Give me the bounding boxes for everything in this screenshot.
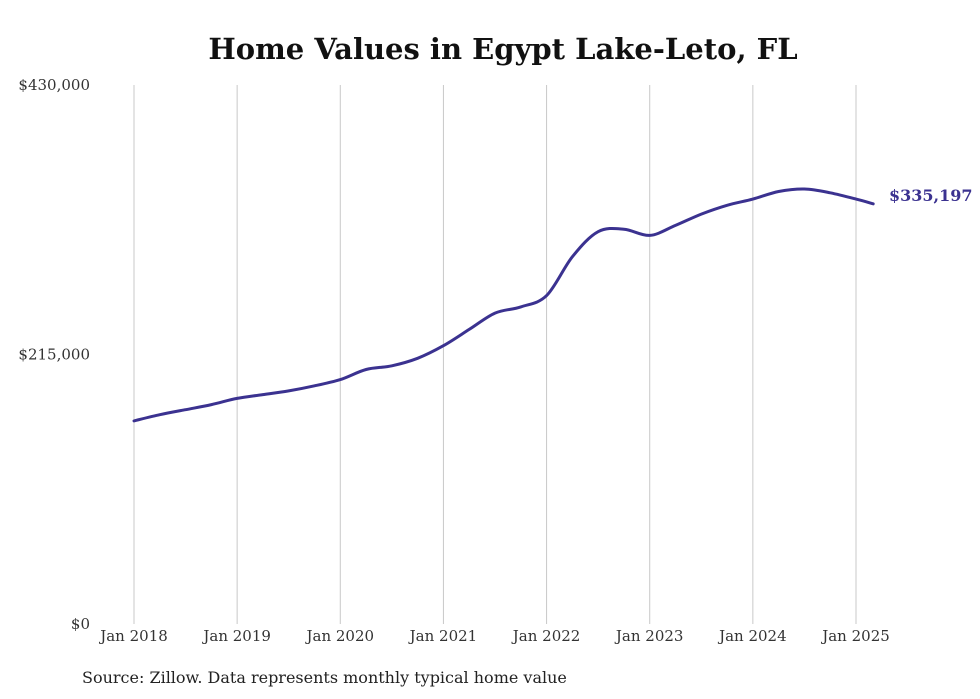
x-axis-ticks: Jan 2018 Jan 2019 Jan 2020 Jan 2021 Jan 2022… — [98, 627, 890, 645]
y-tick-label: $0 — [71, 615, 90, 633]
chart-title: Home Values in Egypt Lake-Leto, FL — [208, 32, 797, 66]
x-tick-label: Jan 2018 — [98, 627, 168, 645]
y-tick-label: $430,000 — [18, 76, 90, 94]
x-tick-label: Jan 2020 — [305, 627, 375, 645]
x-tick-label: Jan 2025 — [820, 627, 890, 645]
x-tick-label: Jan 2021 — [408, 627, 478, 645]
end-value-label: $335,197 — [889, 186, 973, 205]
grid-lines — [133, 85, 857, 624]
x-tick-label: Jan 2022 — [511, 627, 581, 645]
x-tick-label: Jan 2024 — [717, 627, 787, 645]
x-tick-label: Jan 2019 — [201, 627, 271, 645]
series-line — [132, 187, 875, 423]
x-tick-label: Jan 2023 — [614, 627, 684, 645]
y-tick-label: $215,000 — [18, 346, 90, 364]
y-axis-ticks: $0 $215,000 $430,000 — [18, 76, 90, 633]
source-note: Source: Zillow. Data represents monthly … — [82, 668, 567, 687]
